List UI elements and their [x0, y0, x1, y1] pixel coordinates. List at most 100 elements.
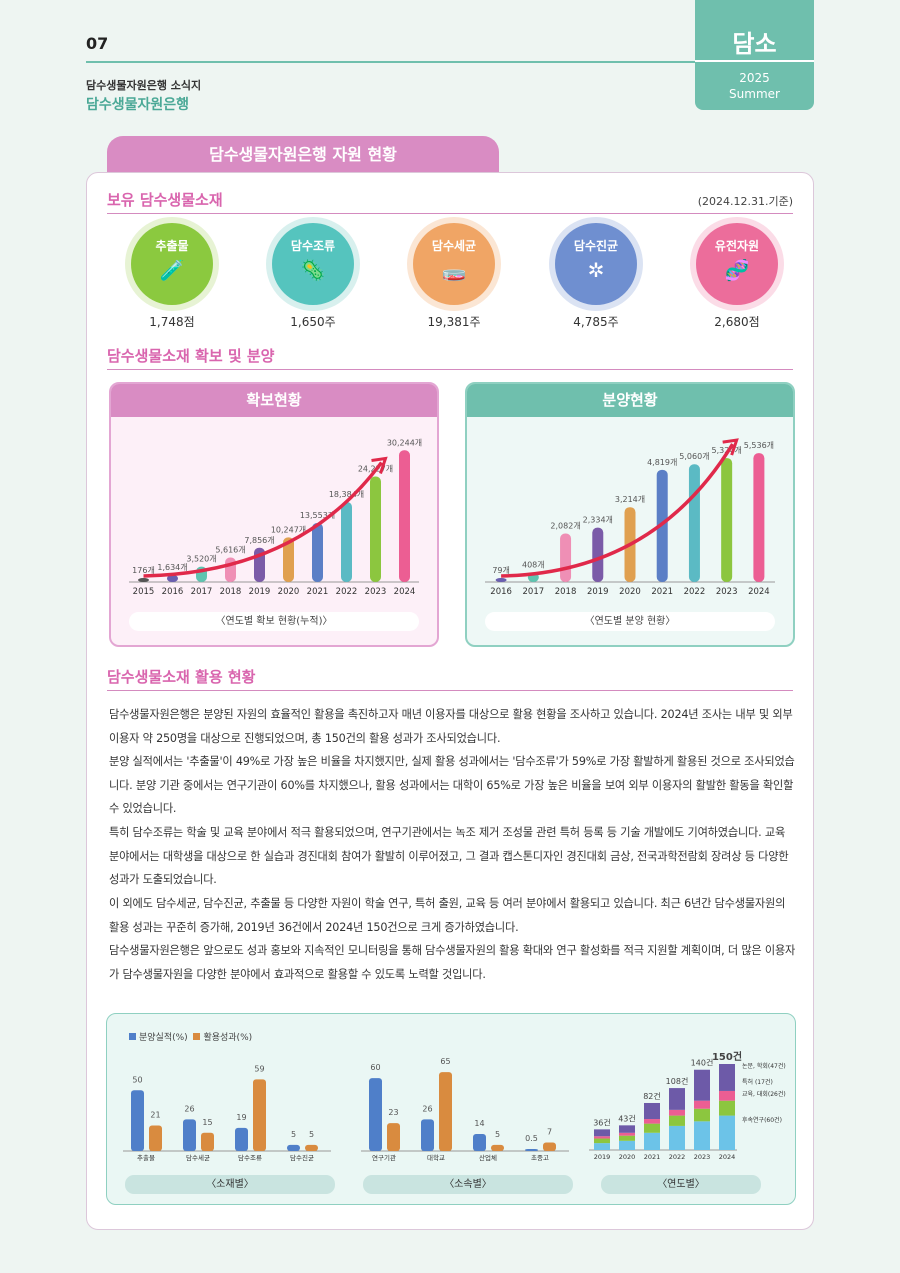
tick-label: 2019	[594, 1153, 611, 1161]
resource-circle: 추출물 🧪	[131, 223, 213, 305]
algae-icon: 🦠	[300, 258, 326, 282]
tick-label: 담수조류	[238, 1154, 262, 1162]
bar	[131, 1090, 144, 1151]
bar	[183, 1119, 196, 1151]
legend-swatch-use	[193, 1033, 201, 1040]
data-label: 0.5	[525, 1134, 538, 1143]
trend-arrow	[501, 443, 735, 578]
resource-circle: 담수진균 ✲	[555, 223, 637, 305]
data-label: 79개	[492, 565, 510, 575]
tick-label: 2021	[307, 587, 329, 597]
bar	[688, 464, 700, 582]
stack-segment	[644, 1132, 660, 1150]
data-label: 5	[309, 1130, 314, 1139]
pipette-icon: 🧪	[159, 258, 185, 282]
data-label: 19	[236, 1113, 246, 1122]
stack-segment	[669, 1088, 685, 1110]
trend-arrow-head	[722, 438, 739, 456]
section-divider	[107, 690, 793, 691]
tick-label: 2017	[523, 587, 545, 597]
stack-segment	[594, 1138, 610, 1144]
tick-label: 2024	[719, 1153, 736, 1161]
tick-label: 추출물	[137, 1153, 155, 1162]
data-label: 5,060개	[679, 451, 709, 461]
stack-segment	[619, 1132, 635, 1136]
bacteria-icon: 🧫	[441, 258, 467, 282]
bar	[312, 522, 323, 582]
tick-label: 2018	[220, 587, 242, 597]
main-tab: 담수생물자원은행 자원 현황	[107, 136, 499, 176]
tick-label: 대학교	[427, 1153, 445, 1162]
data-label: 30,244개	[387, 437, 422, 447]
tick-label: 2015	[133, 587, 155, 597]
bar	[721, 458, 733, 582]
bar	[439, 1072, 452, 1151]
badge-title: 담소	[695, 0, 814, 62]
usage-charts-box: 분양실적(%) 활용성과(%) 50 21 추출물 26 15 담수세균 19 59 담수조류 5…	[106, 1013, 796, 1205]
stack-segment	[619, 1125, 635, 1133]
dna-icon: 🧬	[724, 258, 750, 282]
trend-arrow	[143, 461, 383, 578]
bar	[421, 1119, 434, 1151]
series-label: 특허 (17건)	[742, 1078, 773, 1086]
bar	[235, 1127, 248, 1151]
data-label: 10,247개	[271, 524, 306, 534]
usage-chart-year: 36건 2019 43건 2020 82건 2021 108건 2022 140건 2023 150…	[589, 1050, 786, 1161]
section-divider	[107, 213, 793, 214]
data-label: 15	[202, 1118, 212, 1127]
content-card: 보유 담수생물소재 (2024.12.31.기준) 추출물 🧪 1,748점 담수조류…	[86, 172, 814, 1230]
data-label: 3,520개	[186, 554, 216, 564]
data-label: 7,856개	[244, 535, 274, 545]
tick-label: 2016	[162, 587, 184, 597]
stack-segment	[644, 1123, 660, 1133]
resource-value: 1,748점	[149, 315, 195, 329]
usage-chart-affiliation: 60 23 연구기관 26 65 대학교 14 5 산업체 0.5 7 초중고	[361, 1057, 569, 1162]
bar	[399, 450, 410, 582]
badge-year: 2025	[739, 71, 770, 85]
tick-label: 2020	[619, 1153, 636, 1161]
bar	[543, 1142, 556, 1151]
data-label: 65	[440, 1057, 450, 1066]
tick-label: 2022	[684, 587, 706, 597]
data-label: 13,553개	[300, 510, 335, 520]
tick-label: 초중고	[531, 1154, 549, 1162]
stack-segment	[694, 1069, 710, 1101]
stack-segment	[694, 1100, 710, 1109]
tick-label: 2017	[191, 587, 213, 597]
data-label: 1,634개	[157, 562, 187, 572]
tick-label: 2019	[249, 587, 271, 597]
stack-segment	[719, 1115, 735, 1150]
section-title-holdings: 보유 담수생물소재	[107, 191, 223, 209]
resource-value: 19,381주	[427, 315, 481, 329]
paragraph: 담수생물자원은행은 앞으로도 성과 홍보와 지속적인 모니터링을 통해 담수생물…	[109, 944, 796, 981]
legend-swatch-dist	[129, 1033, 136, 1040]
total-label: 82건	[643, 1091, 661, 1101]
data-label: 2,082개	[550, 521, 580, 531]
tick-label: 2024	[748, 587, 770, 597]
tick-label: 담수진균	[290, 1153, 314, 1162]
bar	[369, 1078, 382, 1151]
stack-segment	[594, 1143, 610, 1150]
data-label: 408개	[522, 560, 545, 570]
paragraph: 이 외에도 담수세균, 담수진균, 추출물 등 다양한 자원이 학술 연구, 특…	[109, 897, 786, 934]
trend-arrow-head	[371, 456, 388, 474]
bar	[753, 453, 765, 582]
total-label: 150건	[712, 1050, 742, 1063]
dist-header: 분양현황	[467, 384, 793, 417]
total-label: 108건	[666, 1076, 689, 1086]
dist-caption: 〈연도별 분양 현황〉	[485, 612, 775, 631]
caption-affiliation: 〈소속별〉	[363, 1175, 573, 1194]
stack-segment	[669, 1125, 685, 1150]
data-label: 26	[184, 1104, 194, 1113]
section-divider	[107, 369, 793, 370]
stack-segment	[719, 1100, 735, 1116]
resource-label: 담수세균	[431, 239, 477, 253]
bar	[167, 574, 178, 582]
stack-segment	[669, 1109, 685, 1116]
series-label: 교육, 대회(26건)	[742, 1090, 786, 1098]
series-label: 논문, 학회(47건)	[742, 1062, 786, 1070]
bar	[138, 578, 149, 582]
section-title-usage: 담수생물소재 활용 현황	[107, 668, 256, 686]
resource-value: 4,785주	[573, 315, 619, 329]
data-label: 3,214개	[615, 494, 645, 504]
